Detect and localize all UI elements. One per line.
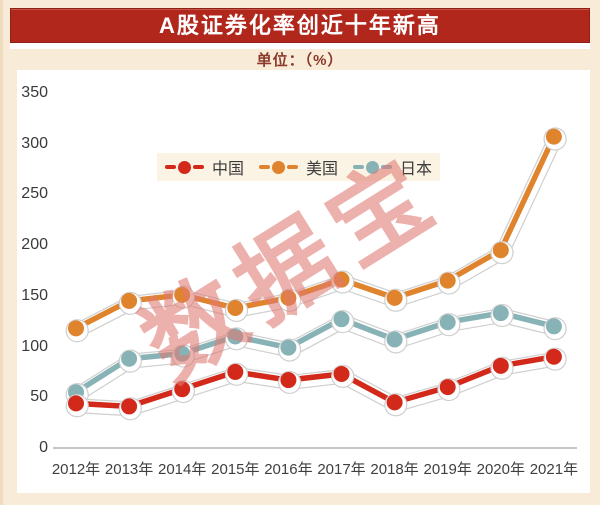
x-tick-label: 2019年: [423, 461, 472, 478]
data-point: [227, 300, 244, 317]
data-point: [333, 311, 350, 328]
x-tick-label: 2015年: [211, 461, 260, 478]
data-point: [492, 357, 509, 374]
legend-line-icon: [286, 165, 298, 169]
data-point: [121, 398, 138, 415]
unit-label: 单位：（%）: [256, 51, 344, 69]
unit-row: 单位：（%）: [0, 49, 600, 69]
x-tick-label: 2017年: [317, 461, 366, 478]
data-point: [280, 289, 297, 306]
legend-dot-icon: [177, 160, 191, 174]
data-point: [333, 365, 350, 382]
legend-dot-icon: [271, 160, 285, 174]
data-point: [333, 271, 350, 288]
y-tick-label: 150: [21, 286, 48, 304]
chart-title-bar: A股证券化率创近十年新高: [10, 8, 590, 43]
legend-label: 中国: [211, 161, 244, 178]
line-series-japan: [65, 303, 567, 407]
legend-marker-icon: [353, 160, 392, 174]
chart-legend: 中国 美国 日本: [157, 153, 440, 181]
x-tick-label: 2013年: [104, 461, 154, 478]
y-tick-label: 200: [21, 236, 48, 254]
y-tick-label: 50: [30, 388, 48, 406]
legend-line-icon: [258, 165, 270, 169]
data-point: [280, 372, 297, 389]
y-tick-label: 250: [21, 185, 48, 203]
y-tick-label: 300: [21, 134, 48, 152]
data-point: [386, 289, 403, 306]
data-point: [68, 320, 84, 337]
data-point: [545, 348, 562, 365]
data-point: [121, 350, 138, 367]
legend-item-japan: 日本: [353, 155, 432, 179]
data-point: [174, 381, 191, 398]
title-divider: [10, 43, 590, 49]
x-tick-label: 2014年: [158, 461, 207, 478]
x-axis-line: [53, 447, 577, 449]
left-edge-strip: [0, 0, 3, 505]
data-point: [439, 272, 456, 289]
data-point: [280, 339, 297, 356]
x-tick-label: 2016年: [264, 461, 313, 478]
x-tick-label: 2021年: [529, 461, 579, 478]
data-point: [68, 395, 84, 412]
legend-line-icon: [381, 165, 392, 169]
legend-line-icon: [192, 165, 204, 169]
legend-dot-icon: [366, 160, 379, 174]
line-series-china: [65, 347, 567, 421]
x-tick-label: 2020年: [476, 461, 525, 478]
plot-area: [17, 70, 590, 493]
data-point: [227, 328, 244, 345]
data-point: [545, 128, 562, 145]
data-point: [386, 331, 403, 348]
legend-line-icon: [164, 165, 176, 169]
x-tick-label: 2012年: [51, 461, 101, 478]
data-point: [492, 305, 509, 322]
legend-marker-icon: [258, 160, 298, 174]
data-point: [439, 314, 456, 331]
data-point: [386, 394, 403, 411]
x-tick-label: 2018年: [370, 461, 419, 478]
legend-line-icon: [353, 165, 364, 169]
data-point: [227, 363, 244, 380]
data-point: [121, 292, 138, 309]
data-point: [492, 242, 509, 259]
data-point: [439, 379, 456, 396]
legend-item-china: 中国: [164, 155, 244, 179]
data-point: [174, 286, 191, 303]
chart-title: A股证券化率创近十年新高: [159, 13, 441, 38]
data-point: [174, 345, 191, 362]
line-series-usa: [65, 127, 567, 343]
y-tick-label: 0: [39, 439, 48, 456]
y-tick-label: 350: [21, 83, 48, 101]
legend-marker-icon: [164, 160, 204, 174]
legend-item-usa: 美国: [258, 155, 338, 179]
data-point: [545, 318, 562, 335]
y-tick-label: 100: [21, 337, 48, 355]
legend-label: 美国: [305, 161, 338, 178]
legend-label: 日本: [400, 161, 433, 178]
